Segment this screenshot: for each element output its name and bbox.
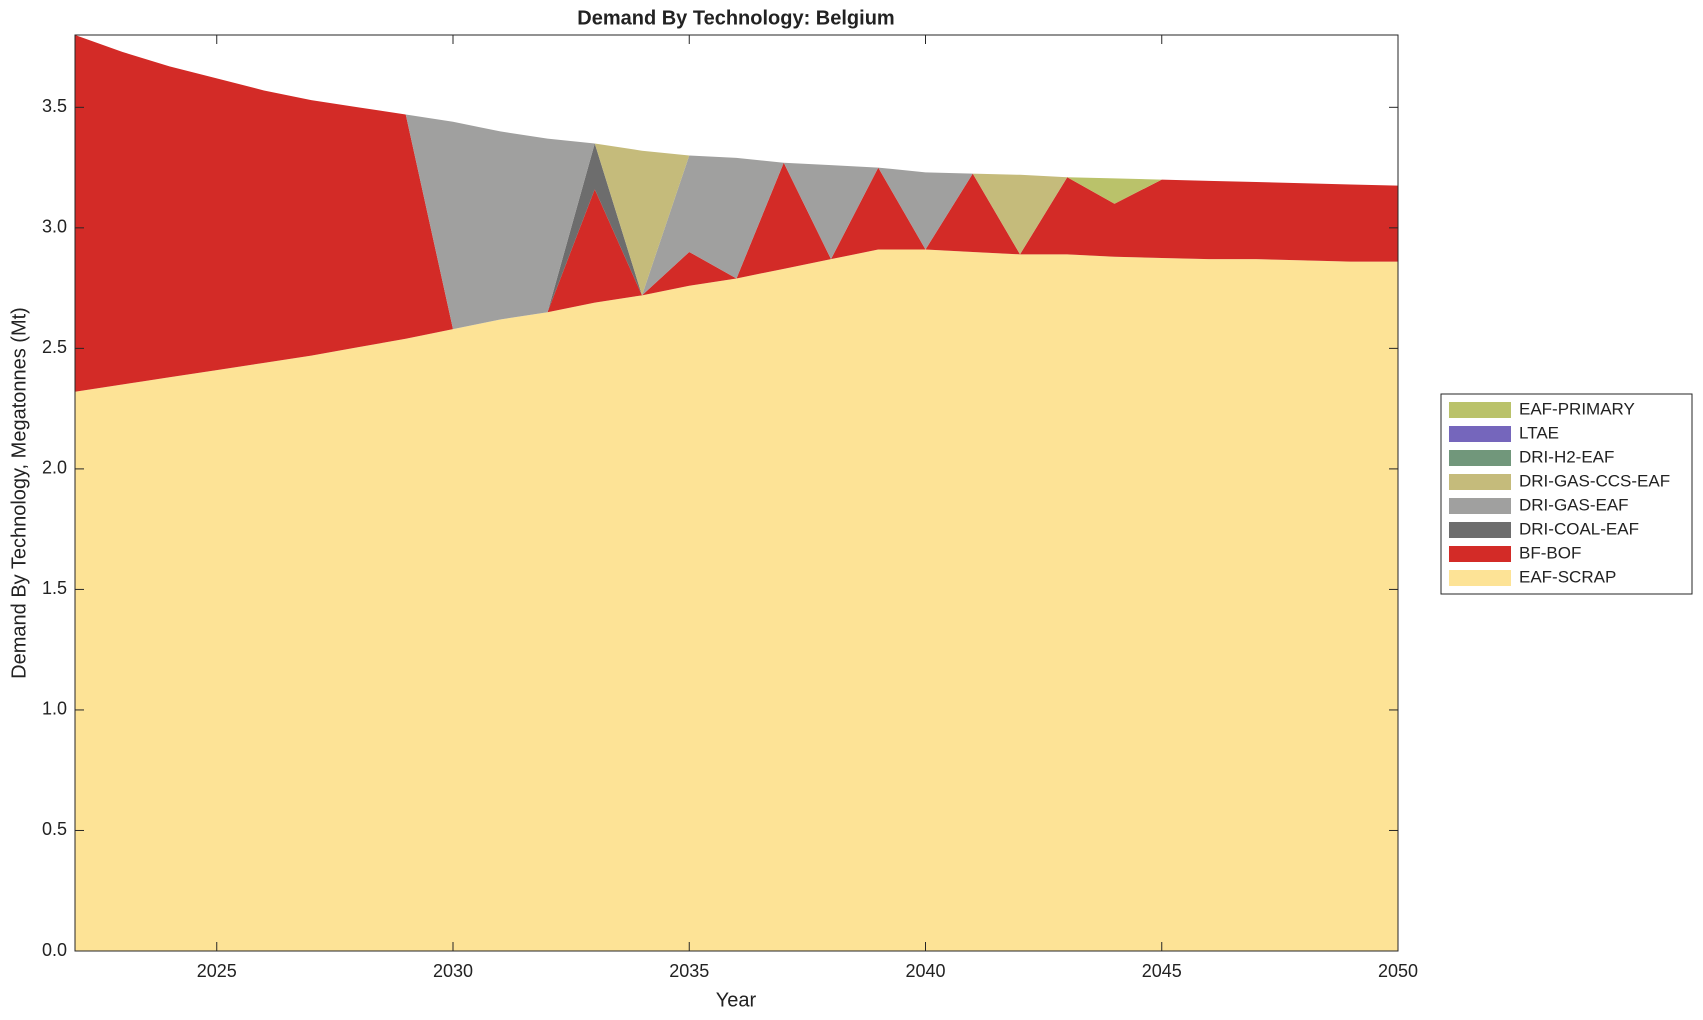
- legend-label: BF-BOF: [1519, 543, 1581, 562]
- x-axis-label: Year: [716, 989, 757, 1011]
- x-tick-label: 2025: [197, 961, 237, 981]
- y-tick-label: 2.5: [42, 337, 67, 357]
- area: [75, 35, 1398, 330]
- legend-label: DRI-COAL-EAF: [1519, 519, 1639, 538]
- y-tick-label: 2.0: [42, 458, 67, 478]
- y-tick-label: 0.5: [42, 819, 67, 839]
- legend-swatch: [1449, 522, 1511, 538]
- y-axis-label: Demand By Technology, Megatonnes (Mt): [8, 307, 30, 679]
- legend-label: DRI-H2-EAF: [1519, 447, 1614, 466]
- y-tick-label: 3.5: [42, 96, 67, 116]
- legend-swatch: [1449, 426, 1511, 442]
- x-tick-label: 2050: [1378, 961, 1418, 981]
- legend-swatch: [1449, 474, 1511, 490]
- legend-swatch: [1449, 546, 1511, 562]
- legend-swatch: [1449, 570, 1511, 586]
- legend-label: EAF-SCRAP: [1519, 567, 1616, 586]
- area: [75, 249, 1398, 951]
- chart-title: Demand By Technology: Belgium: [577, 7, 894, 29]
- x-tick-label: 2040: [905, 961, 945, 981]
- legend-label: DRI-GAS-EAF: [1519, 495, 1629, 514]
- legend-swatch: [1449, 450, 1511, 466]
- legend-label: LTAE: [1519, 423, 1559, 442]
- legend-label: DRI-GAS-CCS-EAF: [1519, 471, 1670, 490]
- x-tick-label: 2030: [433, 961, 473, 981]
- legend-swatch: [1449, 498, 1511, 514]
- y-tick-label: 0.0: [42, 940, 67, 960]
- x-tick-label: 2035: [669, 961, 709, 981]
- legend-label: EAF-PRIMARY: [1519, 399, 1635, 418]
- y-tick-label: 3.0: [42, 217, 67, 237]
- y-tick-label: 1.0: [42, 699, 67, 719]
- y-tick-label: 1.5: [42, 578, 67, 598]
- plot-frame: [74, 34, 1399, 952]
- legend-box: [1440, 393, 1693, 595]
- area: [75, 35, 1398, 392]
- x-tick-label: 2045: [1142, 961, 1182, 981]
- legend-swatch: [1449, 402, 1511, 418]
